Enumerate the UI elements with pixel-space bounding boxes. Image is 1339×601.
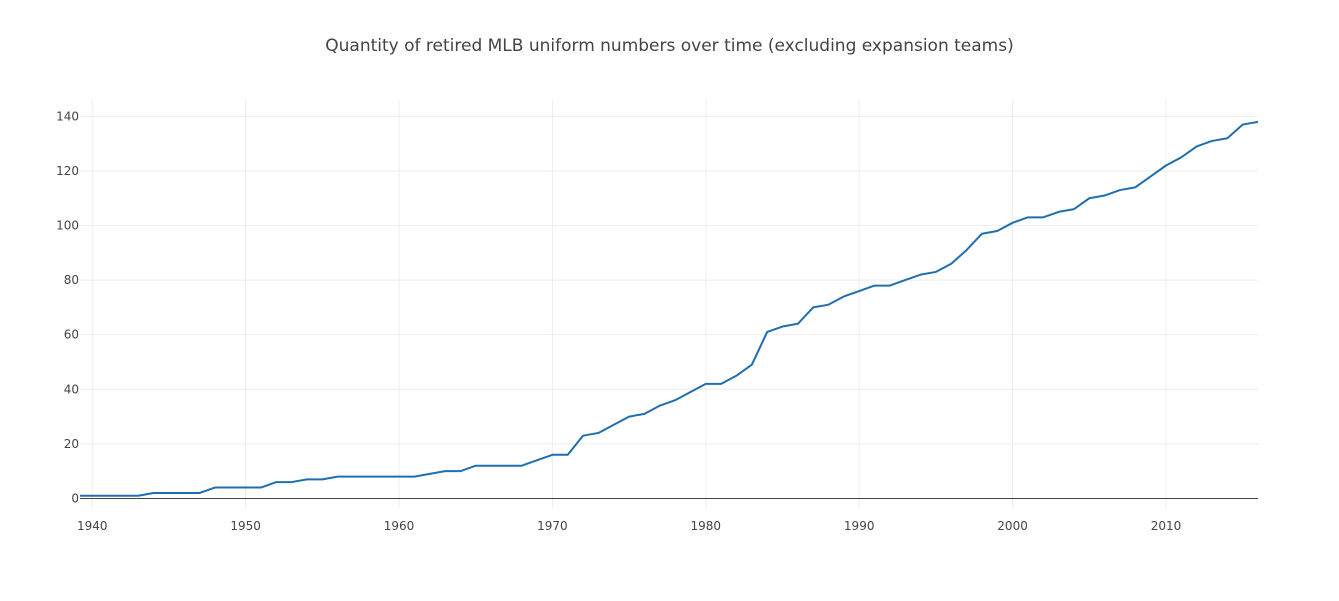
- series-line: [80, 120, 1258, 497]
- x-tick-label: 1980: [691, 519, 722, 533]
- y-tick-label: 120: [56, 164, 79, 178]
- y-tick-label: 80: [64, 273, 79, 287]
- y-tick-label: 100: [56, 219, 79, 233]
- x-tick-label: 1950: [230, 519, 261, 533]
- series-layer: [80, 120, 1258, 497]
- y-tick-label: 40: [64, 382, 79, 396]
- x-tick-label: 1960: [384, 519, 415, 533]
- chart-title: Quantity of retired MLB uniform numbers …: [325, 36, 1013, 56]
- x-tick-label: 1990: [844, 519, 875, 533]
- x-tick-label: 1970: [537, 519, 568, 533]
- x-tick-label: 2010: [1151, 519, 1182, 533]
- y-gridlines: [80, 115, 1258, 445]
- y-tick-label: 20: [64, 437, 79, 451]
- x-gridlines: [91, 100, 1167, 508]
- x-tick-label: 2000: [997, 519, 1028, 533]
- y-axis-tick-labels: 0 20 40 60 80 100 120 140: [56, 109, 79, 505]
- y-tick-label: 0: [71, 491, 79, 505]
- x-axis-tick-labels: 1940 1950 1960 1970 1980 1990 2000 2010: [77, 519, 1181, 533]
- x-tick-label: 1940: [77, 519, 108, 533]
- y-tick-label: 140: [56, 109, 79, 123]
- y-tick-label: 60: [64, 328, 79, 342]
